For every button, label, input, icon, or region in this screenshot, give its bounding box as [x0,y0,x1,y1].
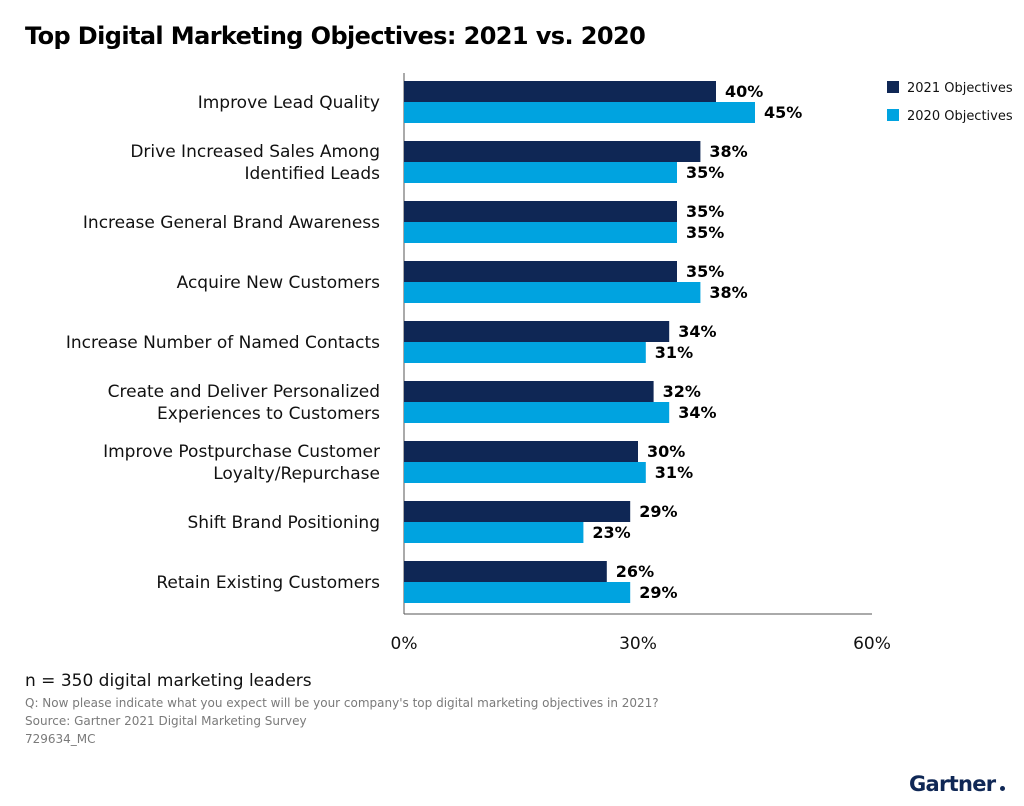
value-label: 34% [678,403,716,422]
bar-2020-8 [404,522,584,543]
category-label: Create and Deliver Personalized [108,382,380,402]
chart-title: Top Digital Marketing Objectives: 2021 v… [25,22,646,50]
value-label: 29% [639,502,677,521]
x-tick-label: 0% [391,634,418,654]
value-label: 26% [616,562,654,581]
value-label: 38% [709,142,747,161]
figure-code: 729634_MC [25,732,96,746]
bar-2020-9 [404,582,631,603]
bar-2021-2 [404,141,701,162]
value-label: 31% [655,463,693,482]
bar-2020-3 [404,222,677,243]
value-label: 35% [686,202,724,221]
legend-label: 2020 Objectives [907,109,1013,124]
bar-2021-7 [404,441,638,462]
category-label: Retain Existing Customers [156,573,380,593]
bar-chart: 40%45% Improve Lead Quality 38% 35% Drive In… [66,73,1013,654]
value-label: 35% [686,262,724,281]
legend-swatch [887,81,899,93]
value-label: 35% [686,223,724,242]
legend-label: 2021 Objectives [907,81,1013,96]
category-label: Improve Postpurchase Customer [103,442,380,462]
category-label: Shift Brand Positioning [187,513,380,533]
bar-2021-9 [404,561,607,582]
bar-2021-5 [404,321,670,342]
value-label: 34% [678,322,716,341]
bar-2020-5 [404,342,646,363]
bar-2020-6 [404,402,670,423]
value-label: 38% [709,283,747,302]
bar-2021-1 [404,81,716,102]
value-label: 31% [655,343,693,362]
logo-dot [1000,786,1005,791]
category-label: Improve Lead Quality [198,93,380,113]
sample-size-note: n = 350 digital marketing leaders [25,671,312,691]
category-label: Increase General Brand Awareness [83,213,380,233]
x-tick-label: 60% [853,634,891,654]
source-note: Source: Gartner 2021 Digital Marketing S… [25,714,307,728]
value-label: 40% [725,82,763,101]
value-label: 32% [663,382,701,401]
legend-swatch [887,109,899,121]
bar-2021-8 [404,501,631,522]
bar-2020-7 [404,462,646,483]
category-label: Identified Leads [245,164,381,184]
gartner-logo: Gartner [909,772,996,796]
value-label: 23% [592,523,630,542]
value-label: 29% [639,583,677,602]
value-label: 45% [764,103,802,122]
category-label: Experiences to Customers [157,404,380,424]
category-label: Increase Number of Named Contacts [66,333,380,353]
category-label: Loyalty/Repurchase [213,464,380,484]
bar-2020-4 [404,282,701,303]
category-label: Drive Increased Sales Among [130,142,380,162]
bar-2020-1 [404,102,755,123]
value-label: 30% [647,442,685,461]
bar-2021-4 [404,261,677,282]
bar-2021-3 [404,201,677,222]
bar-2020-2 [404,162,677,183]
bar-2021-6 [404,381,654,402]
category-label: Acquire New Customers [177,273,381,293]
question-note: Q: Now please indicate what you expect w… [25,696,659,710]
x-tick-label: 30% [619,634,657,654]
value-label: 35% [686,163,724,182]
